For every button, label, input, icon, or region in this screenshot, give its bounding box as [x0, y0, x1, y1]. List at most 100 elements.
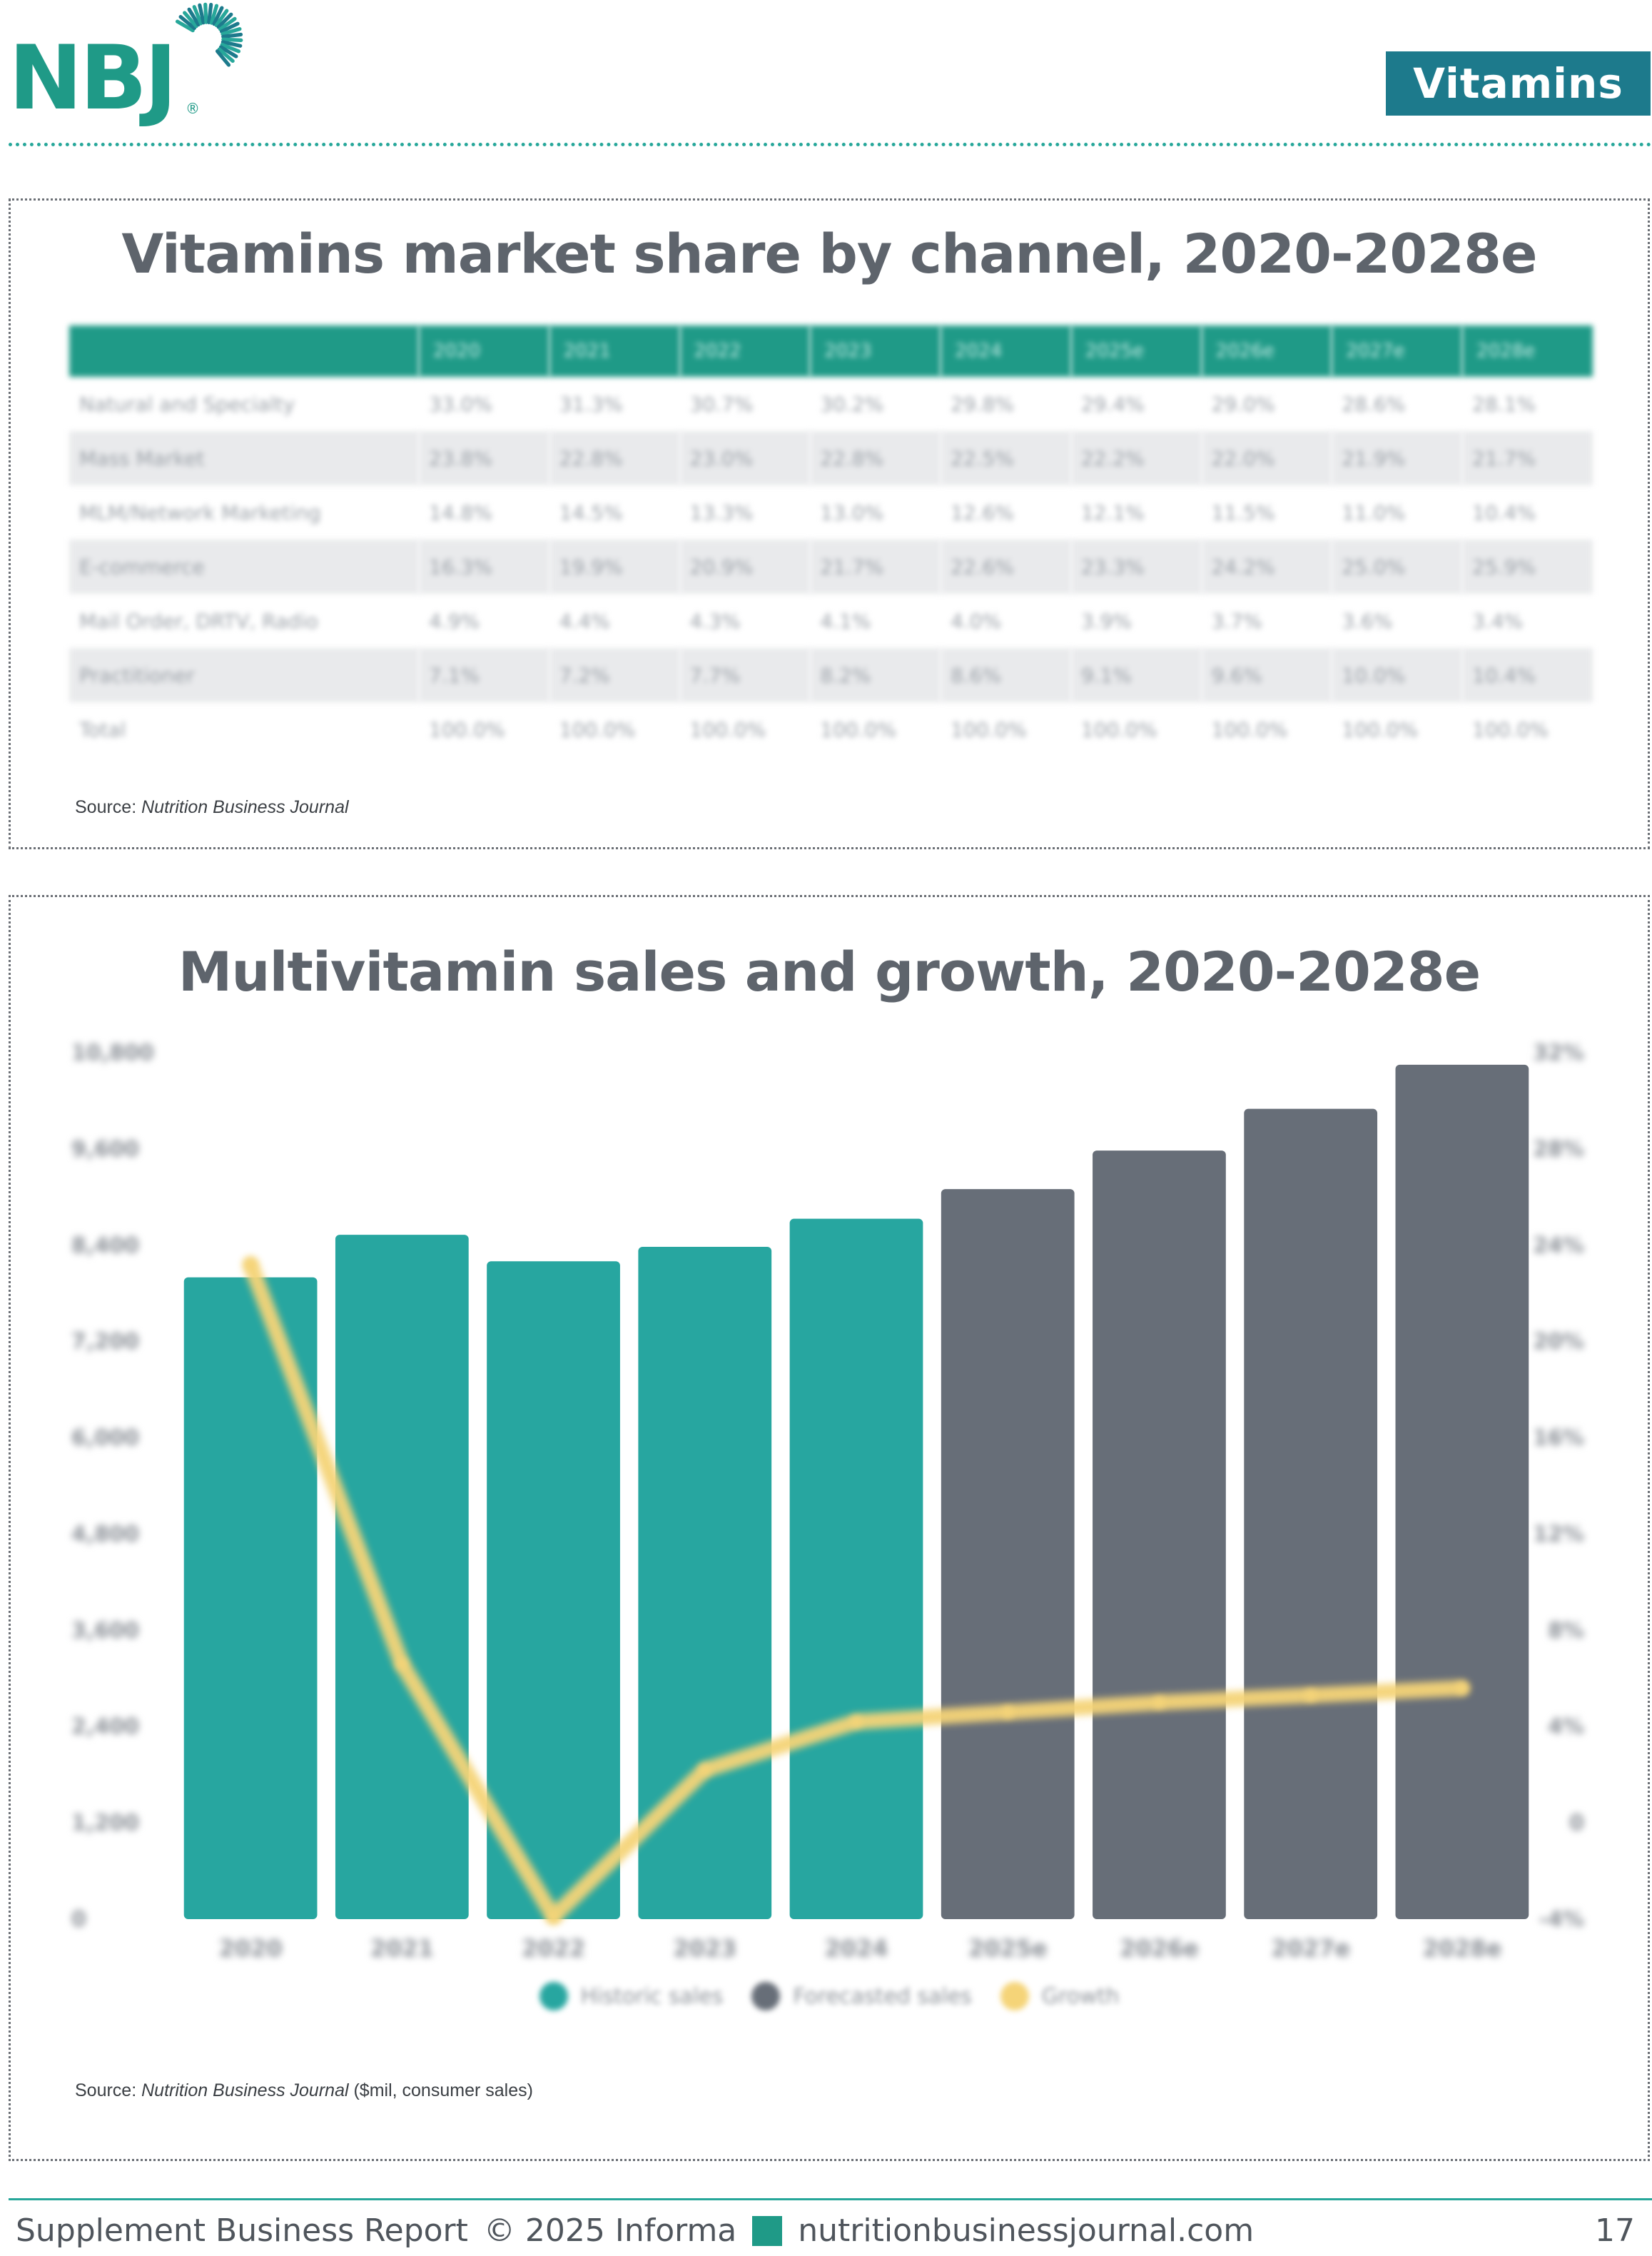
share-cell: 4.0%: [951, 609, 1002, 633]
x-axis-tick: 2026e: [1120, 1935, 1199, 1962]
share-cell: 25.9%: [1462, 540, 1593, 594]
table-header-year: 2025e: [1070, 325, 1202, 377]
footer-copyright: © 2025 Informa: [483, 2212, 737, 2249]
share-cell: 20.9%: [679, 540, 811, 594]
share-cell: 7.2%: [549, 648, 680, 702]
table-row: Practitioner 7.1% 7.2% 7.7% 8.2% 8.6% 9.1% 9.6%…: [69, 648, 1593, 702]
section-badge: Vitamins: [1386, 51, 1651, 116]
table-header-year: 2024: [941, 325, 1071, 377]
footer-website[interactable]: nutritionbusinessjournal.com: [798, 2212, 1255, 2249]
x-axis-tick: 2020: [219, 1935, 283, 1962]
share-cell: 4.9%: [429, 609, 480, 633]
share-cell: 21.9%: [1332, 431, 1463, 485]
table-header-year: 2028e: [1462, 325, 1593, 377]
legend-swatch: [1000, 1982, 1029, 2010]
share-cell: 10.0%: [1332, 648, 1463, 702]
table-header-channel: [69, 325, 419, 377]
sunburst-ray: [209, 4, 219, 25]
sunburst-ray: [215, 49, 231, 67]
share-cell: 100.0%: [1211, 717, 1288, 742]
share-cell: 24.2%: [1201, 540, 1332, 594]
share-cell: 12.6%: [951, 500, 1015, 525]
source-label: Source:: [75, 2080, 142, 2100]
right-axis-tick: 0: [1569, 1811, 1584, 1836]
sunburst-ray: [178, 15, 196, 31]
left-axis-tick: 9,600: [71, 1137, 139, 1162]
growth-point: [851, 1716, 862, 1728]
right-axis-tick: 28%: [1533, 1137, 1584, 1162]
market-share-panel: Vitamins market share by channel, 2020-2…: [9, 198, 1650, 849]
footer-report-name: Supplement Business Report: [16, 2212, 468, 2249]
share-cell: 22.2%: [1070, 431, 1202, 485]
table-row: Mass Market 23.8% 22.8% 23.0% 22.8% 22.5% 22.2…: [69, 431, 1593, 485]
sunburst-ray: [198, 3, 206, 25]
x-axis-tick: 2021: [370, 1935, 434, 1962]
chart-title: Multivitamin sales and growth, 2020-2028…: [178, 940, 1481, 1003]
share-cell: 31.3%: [559, 392, 623, 416]
historic-sales-bar: [335, 1235, 469, 1919]
share-cell: 21.7%: [810, 540, 941, 594]
share-cell: 7.7%: [679, 648, 811, 702]
share-cell: 9.6%: [1201, 648, 1332, 702]
share-cell: 10.4%: [1472, 500, 1536, 525]
right-axis-tick: 20%: [1533, 1330, 1584, 1355]
chart-source: Source: Nutrition Business Journal ($mil…: [75, 2080, 533, 2101]
chart-legend: Historic sales Forecasted sales Growth: [11, 1982, 1648, 2010]
share-cell: 23.8%: [419, 431, 549, 485]
share-cell: 100.0%: [429, 717, 505, 742]
sunburst-ray: [218, 45, 238, 59]
right-axis-tick: 4%: [1548, 1714, 1584, 1739]
growth-point: [1304, 1689, 1317, 1701]
share-cell: 29.0%: [1211, 392, 1275, 416]
share-cell: 28.1%: [1472, 392, 1536, 416]
growth-point: [245, 1258, 257, 1270]
channel-name: Mail Order, DRTV, Radio: [79, 609, 318, 633]
share-cell: 23.0%: [679, 431, 811, 485]
sunburst-ray: [221, 32, 243, 39]
sunburst-ray: [212, 6, 224, 26]
sunburst-ray: [221, 27, 242, 36]
share-cell: 30.7%: [689, 392, 754, 416]
left-axis-tick: 1,200: [71, 1811, 139, 1836]
legend-label: Forecasted sales: [793, 1983, 972, 2009]
share-cell: 29.8%: [951, 392, 1015, 416]
share-cell: 22.8%: [549, 431, 680, 485]
share-cell: 9.1%: [1070, 648, 1202, 702]
channel-name: Practitioner: [69, 648, 419, 702]
forecasted-sales-bar: [1093, 1150, 1226, 1919]
share-cell: 7.1%: [419, 648, 549, 702]
sunburst-ray: [175, 19, 195, 33]
share-cell: 25.0%: [1332, 540, 1463, 594]
nbj-mini-logo-icon: [752, 2215, 783, 2246]
x-axis-tick: 2024: [824, 1935, 888, 1962]
multivitamin-chart: 0 1,200 2,400 3,600 4,800 6,000 7,200 8,400 9,60…: [71, 1041, 1584, 1962]
source-name: Nutrition Business Journal: [141, 797, 349, 817]
header-divider: [9, 143, 1652, 146]
growth-point: [1153, 1696, 1165, 1709]
table-header-year: 2020: [419, 325, 549, 377]
table-header-year: 2027e: [1332, 325, 1463, 377]
legend-label: Growth: [1041, 1983, 1120, 2009]
left-axis-tick: 8,400: [71, 1233, 139, 1258]
table-source: Source: Nutrition Business Journal: [75, 797, 349, 818]
share-cell: 11.5%: [1211, 500, 1275, 525]
historic-sales-bar: [789, 1218, 923, 1919]
share-cell: 100.0%: [559, 717, 636, 742]
channel-name: Natural and Specialty: [79, 392, 295, 416]
share-cell: 100.0%: [1472, 717, 1549, 742]
table-row: Natural and Specialty 33.0% 31.3% 30.7% 30.2…: [69, 377, 1593, 431]
share-cell: 14.8%: [429, 500, 492, 525]
sunburst-ray: [220, 42, 241, 54]
share-cell: 22.0%: [1201, 431, 1332, 485]
historic-sales-bar: [638, 1247, 772, 1919]
table-header-year: 2021: [549, 325, 680, 377]
left-axis-tick: 3,600: [71, 1618, 139, 1643]
x-axis-tick: 2025e: [968, 1935, 1048, 1962]
footer-divider: [9, 2198, 1652, 2200]
share-cell: 100.0%: [1080, 717, 1157, 742]
share-cell: 28.6%: [1342, 392, 1406, 416]
registered-mark: ®: [186, 100, 200, 117]
table-header-row: 2020 2021 2022 2023 2024 2025e 2026e 2027e 2028e: [69, 325, 1593, 377]
share-cell: 3.9%: [1080, 609, 1132, 633]
table-row: MLM/Network Marketing 14.8% 14.5% 13.3% 13.0…: [69, 485, 1593, 540]
